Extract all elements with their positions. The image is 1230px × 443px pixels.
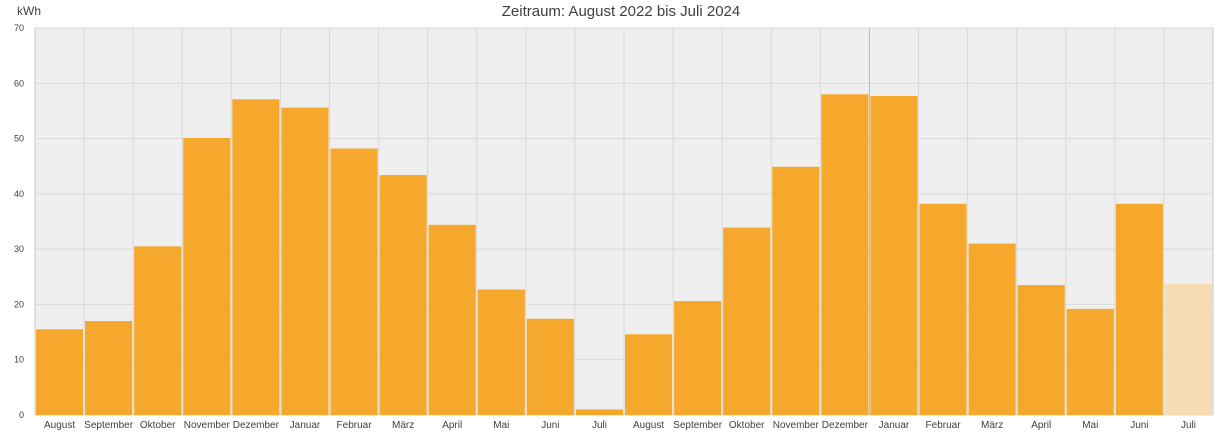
- x-tick-label: Mai: [493, 420, 509, 431]
- x-tick-label: November: [184, 420, 231, 431]
- bar[interactable]: [1115, 203, 1163, 415]
- x-tick-label: Februar: [337, 420, 373, 431]
- bar[interactable]: [1164, 283, 1212, 415]
- x-axis-ticks: August September Oktober November Dezember Ja…: [44, 420, 1196, 431]
- bar[interactable]: [674, 301, 722, 415]
- x-tick-label: Oktober: [140, 420, 176, 431]
- bar[interactable]: [232, 99, 280, 415]
- y-tick-label: 70: [14, 23, 24, 33]
- x-tick-label: September: [84, 420, 134, 431]
- x-tick-label: Juli: [1181, 420, 1196, 431]
- x-tick-label: Juli: [592, 420, 607, 431]
- grid-lines: [35, 27, 1213, 416]
- x-tick-label: Februar: [926, 420, 962, 431]
- x-tick-label: März: [392, 420, 414, 431]
- x-tick-label: August: [633, 420, 664, 431]
- y-tick-label: 50: [14, 134, 24, 144]
- x-tick-label: April: [442, 420, 462, 431]
- bar[interactable]: [968, 243, 1016, 415]
- y-axis-ticks: 0 10 20 30 40 50 60 70: [14, 23, 24, 420]
- bar[interactable]: [575, 409, 623, 415]
- bars: [36, 94, 1212, 416]
- bar[interactable]: [919, 203, 967, 415]
- x-tick-label: Dezember: [822, 420, 869, 431]
- bar[interactable]: [1017, 285, 1065, 415]
- y-axis-unit-label: kWh: [17, 4, 41, 18]
- x-tick-label: April: [1031, 420, 1051, 431]
- x-tick-label: März: [981, 420, 1003, 431]
- y-tick-label: 10: [14, 355, 24, 365]
- x-tick-label: Januar: [290, 420, 321, 431]
- bar[interactable]: [821, 94, 869, 415]
- bar[interactable]: [870, 96, 918, 415]
- x-tick-label: September: [673, 420, 723, 431]
- bar[interactable]: [428, 224, 476, 415]
- bar[interactable]: [85, 321, 133, 415]
- bar[interactable]: [330, 148, 378, 415]
- bar[interactable]: [477, 289, 525, 415]
- bar[interactable]: [1066, 308, 1114, 415]
- y-tick-label: 20: [14, 299, 24, 309]
- y-tick-label: 40: [14, 189, 24, 199]
- bar[interactable]: [134, 246, 182, 415]
- x-tick-label: Januar: [879, 420, 910, 431]
- bar[interactable]: [379, 175, 427, 415]
- x-tick-label: Juni: [1130, 420, 1148, 431]
- x-tick-label: Mai: [1082, 420, 1098, 431]
- x-tick-label: Juni: [541, 420, 559, 431]
- x-tick-label: November: [773, 420, 820, 431]
- bar[interactable]: [183, 138, 231, 416]
- y-tick-label: 30: [14, 244, 24, 254]
- bar[interactable]: [281, 107, 329, 416]
- bar[interactable]: [526, 318, 574, 415]
- x-tick-label: Dezember: [233, 420, 280, 431]
- bar[interactable]: [772, 166, 820, 415]
- chart-title: Zeitraum: August 2022 bis Juli 2024: [502, 3, 740, 20]
- y-tick-label: 0: [19, 410, 24, 420]
- x-tick-label: Oktober: [729, 420, 765, 431]
- x-tick-label: August: [44, 420, 75, 431]
- bar[interactable]: [723, 227, 771, 415]
- bar[interactable]: [625, 334, 673, 415]
- bar[interactable]: [36, 329, 84, 415]
- y-tick-label: 60: [14, 78, 24, 88]
